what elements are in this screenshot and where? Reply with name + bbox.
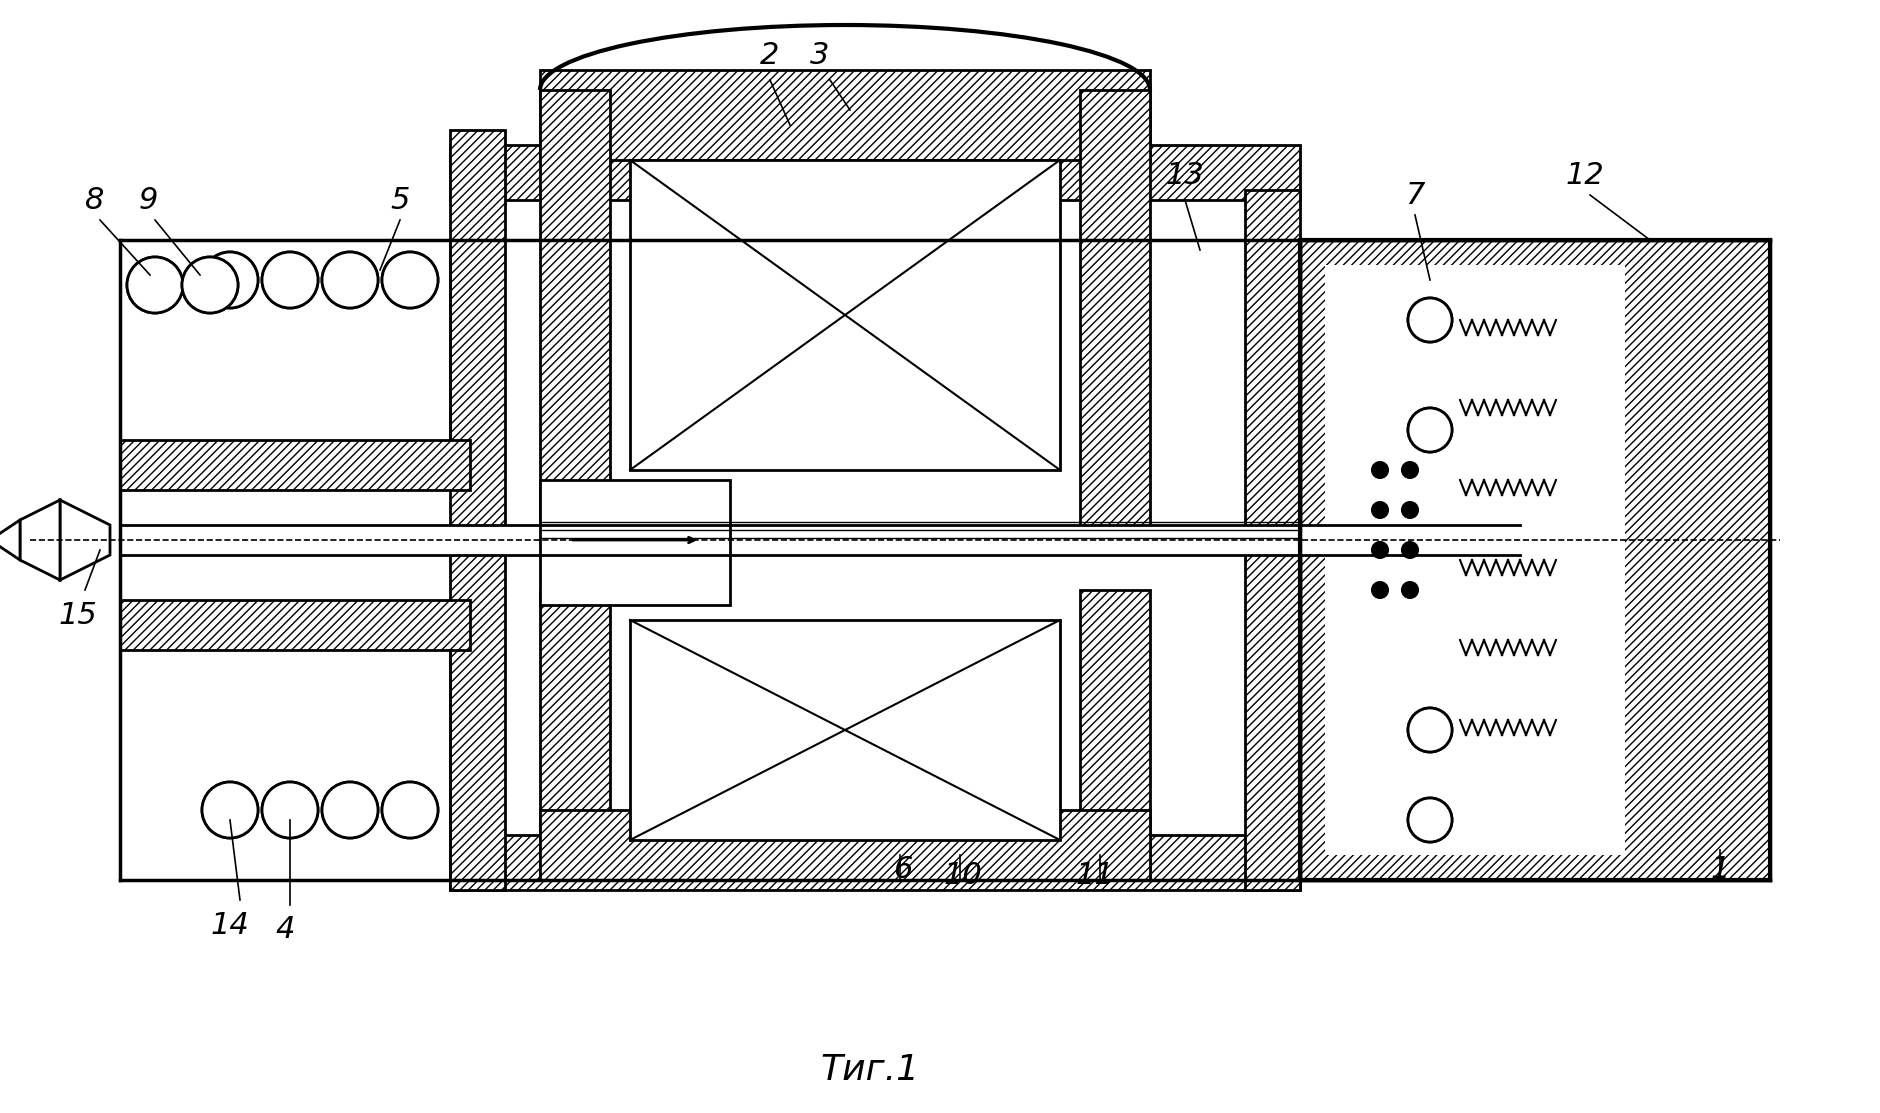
- Polygon shape: [60, 500, 111, 580]
- Bar: [630, 620, 1060, 840]
- Circle shape: [1372, 542, 1387, 558]
- Text: 1: 1: [1711, 856, 1730, 885]
- Circle shape: [1408, 408, 1451, 452]
- Circle shape: [321, 782, 378, 838]
- Bar: [540, 480, 729, 605]
- Circle shape: [1402, 542, 1418, 558]
- Polygon shape: [0, 520, 21, 560]
- Text: 8: 8: [85, 186, 105, 215]
- Circle shape: [382, 252, 438, 308]
- Circle shape: [1402, 462, 1418, 477]
- Circle shape: [1372, 582, 1387, 598]
- Circle shape: [1372, 462, 1387, 477]
- Polygon shape: [21, 500, 60, 580]
- Circle shape: [201, 782, 258, 838]
- Circle shape: [1372, 502, 1387, 518]
- Circle shape: [1408, 798, 1451, 843]
- Text: 9: 9: [139, 186, 158, 215]
- Circle shape: [1402, 582, 1418, 598]
- Text: 12: 12: [1566, 160, 1604, 189]
- Circle shape: [261, 782, 318, 838]
- Text: 10: 10: [944, 860, 983, 889]
- Circle shape: [128, 257, 182, 313]
- Bar: [540, 810, 1151, 880]
- Circle shape: [1402, 502, 1418, 518]
- Text: 3: 3: [810, 40, 829, 69]
- Bar: [120, 440, 470, 490]
- Circle shape: [321, 782, 378, 838]
- Circle shape: [1408, 408, 1451, 452]
- Text: 15: 15: [58, 601, 98, 630]
- Circle shape: [1408, 298, 1451, 342]
- Circle shape: [201, 252, 258, 308]
- Circle shape: [182, 257, 239, 313]
- Circle shape: [382, 782, 438, 838]
- Bar: [449, 835, 1299, 890]
- Text: 5: 5: [391, 186, 410, 215]
- Bar: [1079, 590, 1151, 880]
- Bar: [540, 70, 1151, 160]
- Bar: [540, 90, 609, 530]
- Circle shape: [182, 257, 239, 313]
- Text: 4: 4: [274, 916, 295, 945]
- Circle shape: [382, 252, 438, 308]
- Circle shape: [382, 782, 438, 838]
- Bar: [120, 525, 1521, 555]
- Circle shape: [1408, 298, 1451, 342]
- Circle shape: [1408, 708, 1451, 752]
- Bar: [540, 590, 609, 880]
- Bar: [449, 145, 1299, 200]
- Bar: [1325, 265, 1624, 855]
- Circle shape: [1408, 798, 1451, 843]
- Bar: [1299, 240, 1769, 880]
- Bar: [630, 160, 1060, 470]
- Circle shape: [1408, 708, 1451, 752]
- Circle shape: [201, 782, 258, 838]
- Text: 7: 7: [1406, 180, 1425, 209]
- Circle shape: [321, 252, 378, 308]
- Circle shape: [261, 252, 318, 308]
- Bar: [1245, 190, 1299, 890]
- Circle shape: [261, 252, 318, 308]
- Circle shape: [321, 252, 378, 308]
- Bar: [1079, 90, 1151, 530]
- Text: Τиг.1: Τиг.1: [820, 1053, 919, 1087]
- Circle shape: [201, 252, 258, 308]
- Circle shape: [261, 782, 318, 838]
- Circle shape: [128, 257, 182, 313]
- Text: 14: 14: [211, 910, 250, 939]
- Text: 11: 11: [1075, 860, 1115, 889]
- Bar: [449, 130, 506, 890]
- Text: 13: 13: [1166, 160, 1205, 189]
- Bar: [120, 600, 470, 650]
- Text: 6: 6: [893, 856, 912, 885]
- Text: 2: 2: [760, 40, 780, 69]
